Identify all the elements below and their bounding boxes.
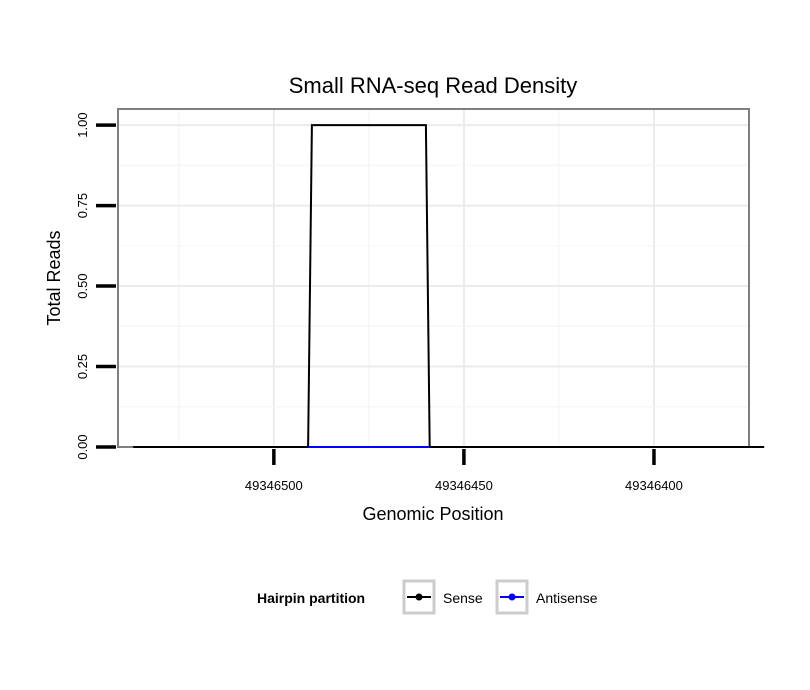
data-series xyxy=(133,124,765,448)
y-tick-label: 0.50 xyxy=(75,273,90,298)
y-tick-label: 1.00 xyxy=(75,112,90,137)
grid-lines xyxy=(118,109,749,448)
chart-title: Small RNA-seq Read Density xyxy=(289,73,578,98)
y-axis-label: Total Reads xyxy=(44,230,64,325)
legend: Hairpin partition Sense Antisense xyxy=(257,579,598,615)
legend-key-point xyxy=(415,593,423,601)
x-tick-label: 49346450 xyxy=(435,478,493,493)
x-tick-label: 49346400 xyxy=(625,478,683,493)
y-tick-label: 0.75 xyxy=(75,193,90,218)
y-tick-label: 0.25 xyxy=(75,354,90,379)
legend-key-point xyxy=(508,593,516,601)
y-tick-label: 0.00 xyxy=(75,434,90,459)
legend-label-sense: Sense xyxy=(443,590,483,606)
axes: 49346500 49346450 49346400 0.00 0.25 0.50 0.75… xyxy=(75,112,683,493)
x-tick-label: 49346500 xyxy=(245,478,303,493)
x-axis-label: Genomic Position xyxy=(362,504,503,524)
series-line-sense xyxy=(133,124,765,448)
legend-title: Hairpin partition xyxy=(257,590,365,606)
legend-label-antisense: Antisense xyxy=(536,590,598,606)
